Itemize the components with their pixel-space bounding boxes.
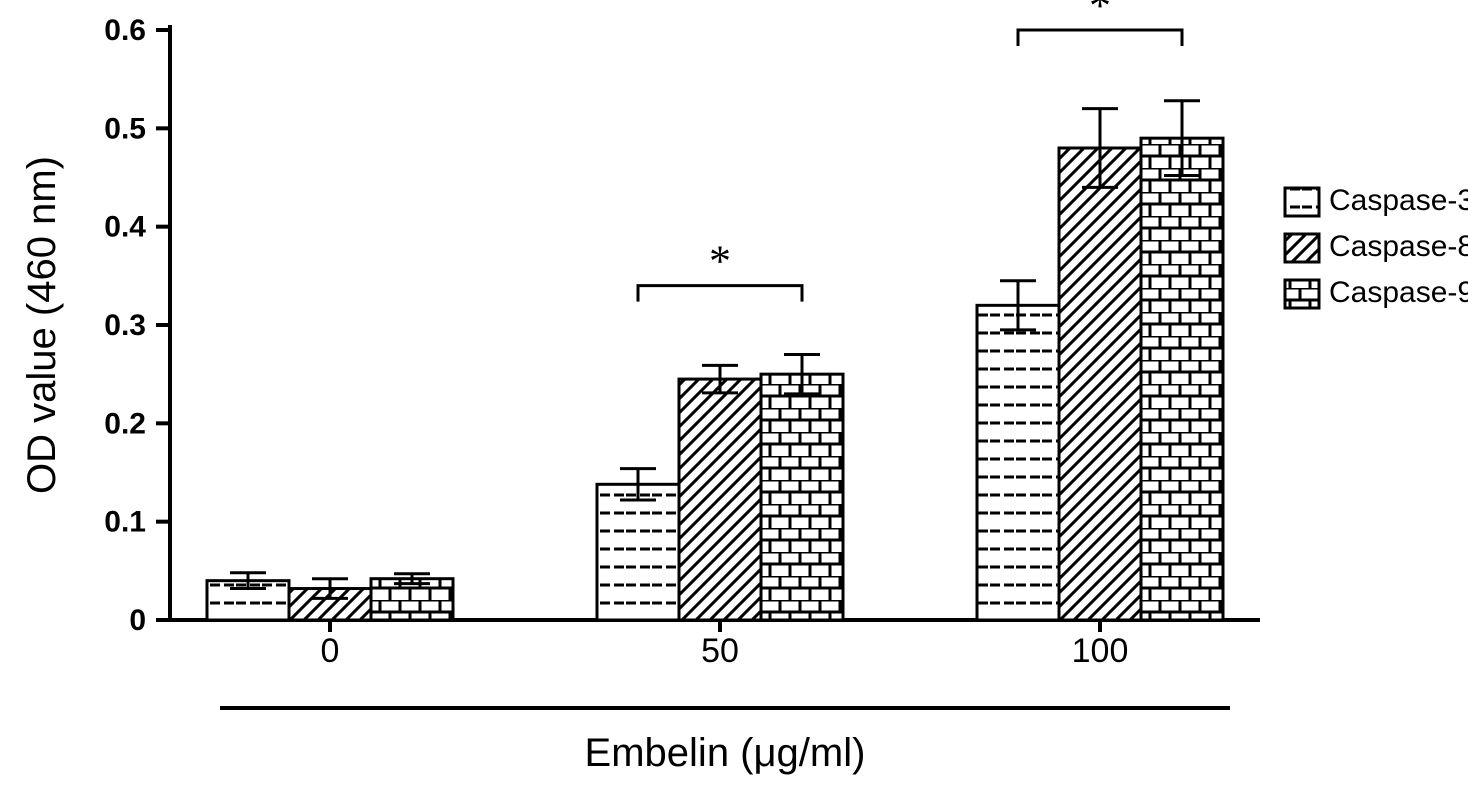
legend-label-caspase3: Caspase-3 — [1329, 184, 1468, 217]
significance-bracket — [638, 286, 802, 302]
bar-caspase9-50 — [761, 374, 843, 620]
legend-label-caspase9: Caspase-9 — [1329, 276, 1468, 309]
x-category-label: 0 — [321, 632, 340, 670]
y-tick-label: 0.1 — [104, 506, 146, 539]
x-axis-title: Embelin (μg/ml) — [585, 731, 866, 775]
bar-caspase8-50 — [679, 379, 761, 620]
legend-swatch-caspase3 — [1285, 188, 1319, 216]
significance-bracket — [1018, 30, 1182, 46]
bar-caspase8-100 — [1059, 148, 1141, 620]
y-tick-label: 0.6 — [104, 14, 146, 47]
y-axis-title: OD value (460 nm) — [20, 156, 64, 494]
bar-caspase3-50 — [597, 484, 679, 620]
legend: Caspase-3 Caspase-8 Caspase-9 — [1285, 184, 1468, 309]
bar-caspase9-100 — [1141, 138, 1223, 620]
axis-labels: 0 0.1 0.2 0.3 0.4 0.5 0.6 OD value (460 nm) 0 50 1… — [20, 14, 1128, 775]
legend-label-caspase8: Caspase-8 — [1329, 230, 1468, 263]
significance-star: * — [1089, 0, 1111, 30]
bar-caspase3-100 — [977, 305, 1059, 620]
caspase-bar-chart: * * Caspase-3 Caspase-8 Caspase-9 0 0.1 0.2 0.… — [0, 0, 1468, 796]
y-tick-label: 0.5 — [104, 112, 146, 145]
y-tick-label: 0.3 — [104, 309, 146, 342]
legend-swatch-caspase9 — [1285, 280, 1319, 308]
significance-star: * — [709, 237, 731, 286]
y-tick-label: 0.4 — [104, 211, 146, 244]
y-tick-label: 0 — [129, 604, 146, 637]
legend-swatch-caspase8 — [1285, 234, 1319, 262]
x-category-label: 50 — [701, 632, 739, 670]
x-category-label: 100 — [1072, 632, 1129, 670]
chart-svg: * * Caspase-3 Caspase-8 Caspase-9 0 0.1 0.2 0.… — [0, 0, 1468, 796]
y-tick-label: 0.2 — [104, 407, 146, 440]
bars — [207, 138, 1223, 620]
